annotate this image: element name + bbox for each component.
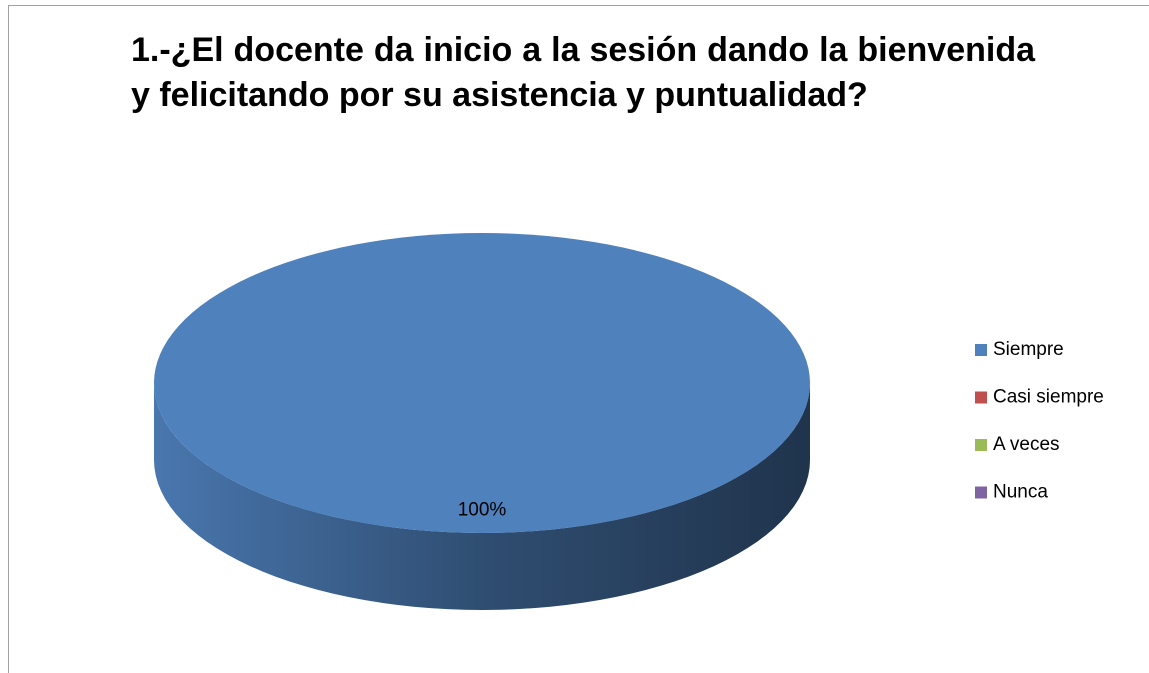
chart-title: 1.-¿El docente da inicio a la sesión dan… — [131, 31, 1035, 114]
legend-label: Nunca — [993, 482, 1048, 503]
frame-border — [8, 5, 1149, 673]
legend-label: Siempre — [993, 339, 1064, 360]
legend-swatch — [975, 344, 987, 356]
legend-label: A veces — [993, 434, 1060, 455]
data-label: 100% — [458, 500, 507, 521]
legend-label: Casi siempre — [993, 387, 1104, 408]
legend-swatch — [975, 439, 987, 451]
legend-swatch — [975, 391, 987, 404]
legend-swatch — [975, 486, 987, 499]
side-shade — [154, 383, 810, 610]
pie-slice — [154, 233, 810, 533]
